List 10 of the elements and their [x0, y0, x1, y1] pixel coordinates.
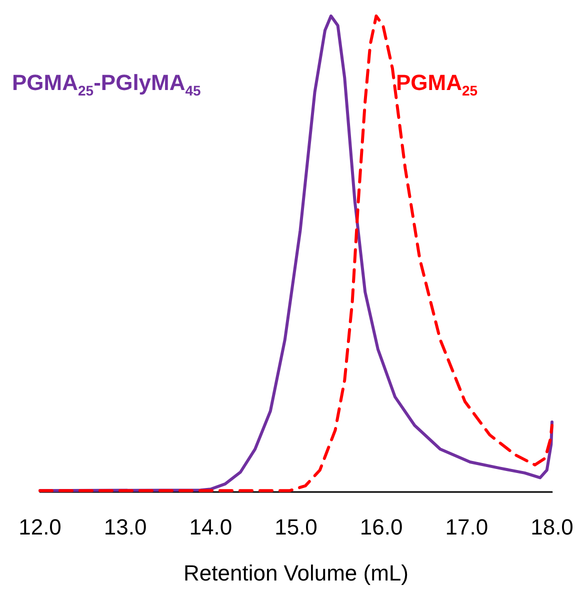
series-label: PGMA$_{25}$	[396, 70, 478, 98]
x-tick-label: 14.0	[189, 514, 232, 540]
x-tick-label: 16.0	[360, 514, 403, 540]
x-tick-label: 12.0	[18, 514, 62, 540]
x-tick-label: 18.0	[530, 514, 574, 540]
x-axis-title: Retention Volume (mL)	[184, 560, 408, 586]
x-tick-label: 13.0	[104, 514, 147, 540]
x-tick-label: 17.0	[445, 514, 488, 540]
x-tick-label: 15.0	[274, 514, 318, 540]
text: PGMA$_{25}$-PGlyMA$_{45}$	[12, 70, 201, 98]
